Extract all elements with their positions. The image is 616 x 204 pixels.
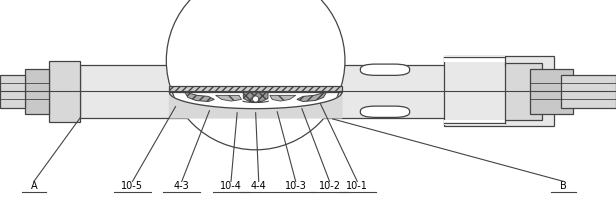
Text: 4-4: 4-4 [251, 180, 267, 190]
Polygon shape [297, 93, 326, 102]
Text: 10-3: 10-3 [285, 180, 307, 190]
Polygon shape [185, 93, 214, 102]
Text: 10-1: 10-1 [346, 180, 368, 190]
Bar [444, 57, 554, 126]
Bar [80, 65, 517, 118]
Bar [561, 75, 616, 108]
Bar [49, 61, 80, 122]
Bar [169, 87, 342, 93]
Bar [444, 57, 505, 62]
Text: A: A [31, 180, 37, 190]
Ellipse shape [253, 96, 259, 103]
Text: 10-5: 10-5 [121, 180, 144, 190]
Polygon shape [216, 96, 241, 102]
Text: B: B [561, 180, 567, 190]
Polygon shape [243, 93, 268, 102]
Bar [505, 63, 542, 120]
Polygon shape [270, 96, 296, 102]
Text: 4-3: 4-3 [174, 180, 190, 190]
Bar [25, 69, 49, 114]
Text: 10-2: 10-2 [318, 180, 341, 190]
Polygon shape [169, 93, 342, 118]
FancyBboxPatch shape [360, 65, 410, 76]
Bar [0, 75, 25, 108]
Bar [530, 69, 573, 114]
Bar [444, 120, 505, 125]
Text: 10-4: 10-4 [220, 180, 242, 190]
Ellipse shape [166, 0, 345, 150]
FancyBboxPatch shape [360, 106, 410, 118]
